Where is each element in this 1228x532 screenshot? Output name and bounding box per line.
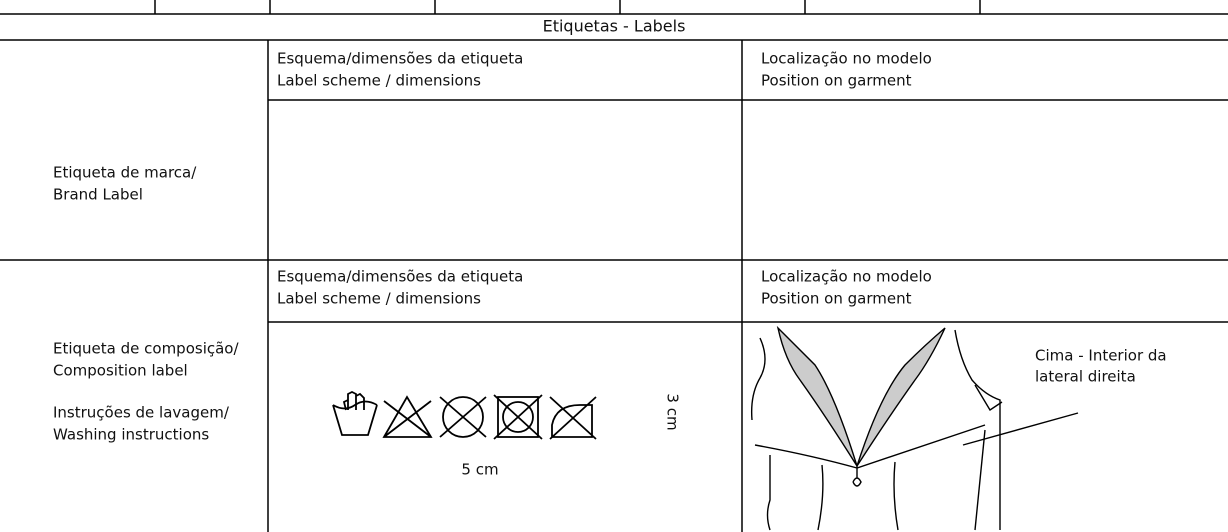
column-header: Localização no modelo — [761, 50, 932, 68]
position-note: Cima - Interior da — [1035, 347, 1167, 365]
care-symbols — [332, 390, 597, 440]
row-label: Etiqueta de composição/ — [53, 340, 239, 358]
column-header: Position on garment — [761, 290, 912, 308]
row-label: Brand Label — [53, 186, 143, 204]
column-header: Esquema/dimensões da etiqueta — [277, 50, 523, 68]
column-header: Position on garment — [761, 72, 912, 90]
row-label: Composition label — [53, 362, 188, 380]
label-height: 3 cm — [664, 393, 682, 430]
garment-sketch — [750, 325, 1079, 531]
row-label: Etiqueta de marca/ — [53, 164, 197, 182]
row-label: Instruções de lavagem/ — [53, 404, 230, 422]
column-header: Esquema/dimensões da etiqueta — [277, 268, 523, 286]
position-note: lateral direita — [1035, 368, 1136, 386]
row-label: Washing instructions — [53, 426, 209, 444]
column-header: Localização no modelo — [761, 268, 932, 286]
table-title: Etiquetas - Labels — [543, 17, 686, 36]
column-header: Label scheme / dimensions — [277, 72, 481, 90]
label-width: 5 cm — [461, 461, 498, 479]
column-header: Label scheme / dimensions — [277, 290, 481, 308]
